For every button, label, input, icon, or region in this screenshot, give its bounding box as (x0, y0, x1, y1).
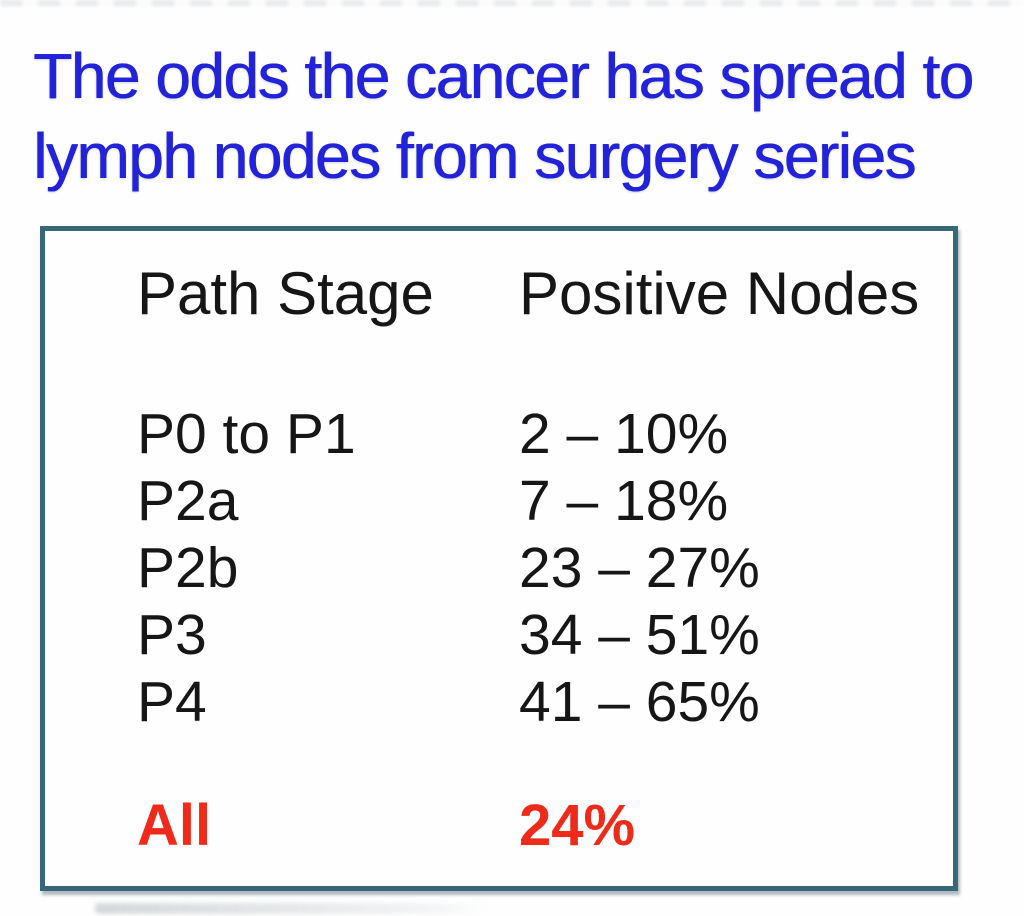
summary-stage-label: All (137, 793, 212, 858)
column-header-path-stage: Path Stage (137, 260, 434, 327)
summary-row: All 24% (137, 792, 933, 859)
results-table-panel: Path Stage Positive Nodes P0 to P1 2 – 1… (40, 226, 958, 891)
nodes-value: 7 – 18% (519, 469, 729, 533)
nodes-value: 34 – 51% (519, 603, 760, 667)
table-row: P3 34 – 51% (137, 602, 933, 669)
top-edge-artifact (0, 0, 1024, 6)
stage-label: P2b (137, 536, 239, 600)
stage-label: P3 (137, 603, 207, 667)
table-row: P2b 23 – 27% (137, 535, 933, 602)
summary-nodes-value: 24% (519, 793, 636, 858)
nodes-value: 2 – 10% (519, 402, 729, 466)
stage-label: P2a (137, 469, 239, 533)
stage-label: P0 to P1 (137, 402, 356, 466)
table-header-row: Path Stage Positive Nodes (137, 263, 933, 325)
table-row: P0 to P1 2 – 10% (137, 401, 933, 468)
stage-label: P4 (137, 670, 207, 734)
table-body: P0 to P1 2 – 10% P2a 7 – 18% P2b 23 – 27… (137, 401, 933, 736)
slide-title: The odds the cancer has spread to lymph … (33, 40, 974, 192)
table-row: P4 41 – 65% (137, 669, 933, 736)
bottom-edge-smudge (95, 903, 495, 914)
column-header-positive-nodes: Positive Nodes (519, 260, 920, 327)
table-row: P2a 7 – 18% (137, 468, 933, 535)
nodes-value: 23 – 27% (519, 536, 760, 600)
nodes-value: 41 – 65% (519, 670, 760, 734)
